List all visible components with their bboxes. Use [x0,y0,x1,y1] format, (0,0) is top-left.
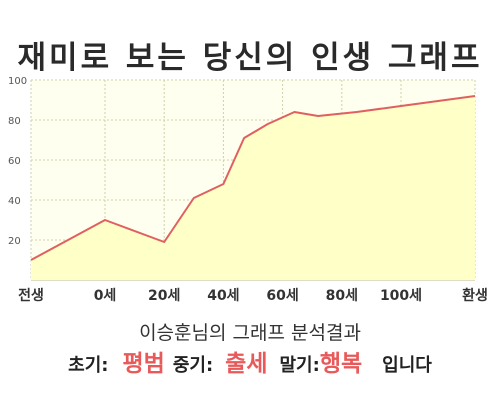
early-label: 초기: [68,355,109,376]
x-tick-label: 환생 [462,287,488,304]
early-value: 평범 [122,351,165,377]
x-tick-label: 80세 [326,288,358,304]
x-tick-label: 60세 [266,288,298,304]
x-tick-label: 20세 [148,288,180,304]
result-suffix: 입니다 [382,355,432,376]
mid-value: 출세 [225,351,268,377]
late-value: 행복 [319,351,363,377]
analysis-result: 초기: 평범 중기: 출세 말기:행복 입니다 [0,344,500,378]
chart-title: 재미로 보는 당신의 인생 그래프 [17,40,483,76]
mid-label: 중기: [172,355,214,376]
y-tick-label: 60 [8,156,21,167]
x-tick-label: 0세 [94,288,117,304]
y-tick-label: 40 [8,196,21,207]
y-tick-label: 20 [8,236,21,247]
x-axis-ticks: 전생 0세 20세 40세 60세 80세 100세 환생 [18,287,488,304]
x-tick-label: 40세 [207,288,239,304]
y-tick-label: 80 [8,116,21,127]
analysis-subtitle: 이승훈님의 그래프 분석결과 [139,322,361,344]
x-tick-label: 전생 [18,287,44,304]
y-axis-ticks: 20 40 60 80 100 [8,76,27,247]
late-label: 말기: [279,355,320,376]
x-tick-label: 100세 [380,288,422,304]
y-tick-label: 100 [8,76,27,87]
life-chart: 20 40 60 80 100 전생 0세 20세 40세 60세 80세 100세 환생 [8,76,488,304]
life-line [30,95,476,261]
